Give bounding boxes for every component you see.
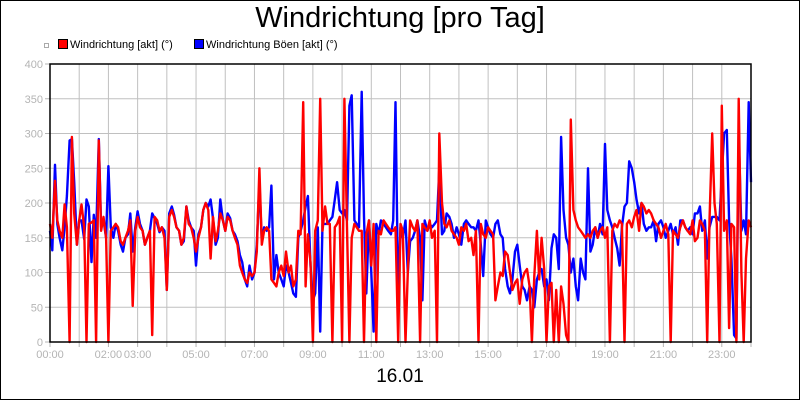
legend-swatch-blue-icon <box>194 39 204 49</box>
y-tick-label: 0 <box>37 337 43 349</box>
x-axis-date-label: 16.01 <box>376 366 424 387</box>
x-tick-label: 13:00 <box>416 349 444 361</box>
legend-swatch-red-icon <box>58 39 68 49</box>
x-tick-label: 07:00 <box>241 349 269 361</box>
x-tick-label: 23:00 <box>708 349 736 361</box>
legend-toggle-icon[interactable] <box>44 43 49 48</box>
y-tick-label: 50 <box>31 302 43 314</box>
y-tick-label: 100 <box>25 268 43 280</box>
plot-border <box>49 63 752 343</box>
series-line <box>48 97 753 344</box>
y-axis: 0 50 100 150 200 250 300 350 400 <box>25 59 50 349</box>
legend-item-gust-direction[interactable]: Windrichtung Böen [akt] (°) <box>194 38 338 52</box>
x-tick-label: 19:00 <box>591 349 619 361</box>
y-tick-label: 200 <box>25 198 43 210</box>
x-tick-label: 15:00 <box>474 349 502 361</box>
y-tick-label: 150 <box>25 233 43 245</box>
data-series <box>48 90 753 344</box>
legend-item-wind-direction[interactable]: Windrichtung [akt] (°) <box>58 38 173 52</box>
y-tick-label: 300 <box>25 129 43 141</box>
chart-grid <box>49 63 752 343</box>
x-tick-label: 03:00 <box>124 349 152 361</box>
x-axis: 00:00 02:00 03:00 05:00 07:00 09:00 11:00 13:00… <box>36 342 752 361</box>
x-tick-label: 00:00 <box>36 349 64 361</box>
x-tick-label: 05:00 <box>182 349 210 361</box>
x-tick-label: 17:00 <box>533 349 561 361</box>
x-tick-label: 02:00 <box>95 349 123 361</box>
x-tick-label: 21:00 <box>650 349 678 361</box>
legend-label: Windrichtung Böen [akt] (°) <box>206 39 338 51</box>
legend-label: Windrichtung [akt] (°) <box>70 39 173 51</box>
x-tick-label: 11:00 <box>358 349 385 361</box>
y-tick-label: 400 <box>25 59 43 71</box>
chart-title: Windrichtung [pro Tag] <box>255 2 545 34</box>
y-tick-label: 350 <box>25 94 43 106</box>
x-tick-label: 09:00 <box>299 349 327 361</box>
y-tick-label: 250 <box>25 163 43 175</box>
